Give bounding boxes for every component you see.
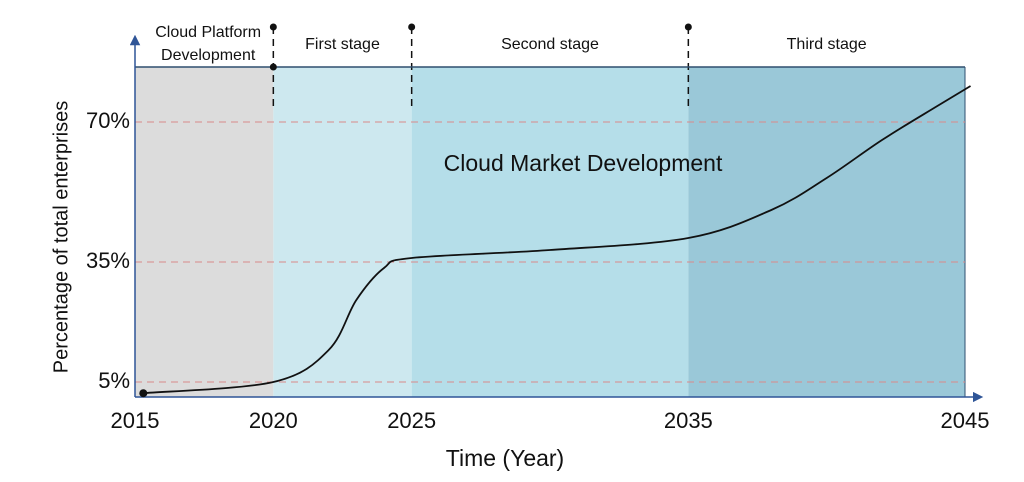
x-tick-label: 2045 — [941, 408, 990, 433]
stage-region — [135, 67, 274, 397]
stage-region — [273, 67, 412, 397]
stage-label: Second stage — [501, 36, 599, 53]
x-tick-label: 2025 — [387, 408, 436, 433]
stage-region — [411, 67, 689, 397]
x-tick-label: 2015 — [111, 408, 160, 433]
stage-dot — [408, 23, 416, 31]
stage-label: Cloud Platform Development — [155, 24, 261, 64]
y-tick-label: 35% — [86, 248, 130, 273]
start-point — [139, 389, 148, 398]
border-dot — [269, 63, 277, 71]
stage-region — [688, 67, 965, 397]
stage-dot — [684, 23, 692, 31]
y-tick-label: 5% — [98, 368, 130, 393]
y-axis-title: Percentage of total enterprises — [50, 101, 72, 373]
x-axis-title: Time (Year) — [446, 445, 564, 471]
y-tick-label: 70% — [86, 108, 130, 133]
x-tick-label: 2020 — [249, 408, 298, 433]
stage-label: First stage — [305, 36, 380, 53]
stage-dot — [269, 23, 277, 31]
line — [143, 85, 971, 395]
annotation: Cloud Market Development — [444, 150, 723, 176]
stage-label: Third stage — [787, 36, 867, 53]
x-tick-label: 2035 — [664, 408, 713, 433]
